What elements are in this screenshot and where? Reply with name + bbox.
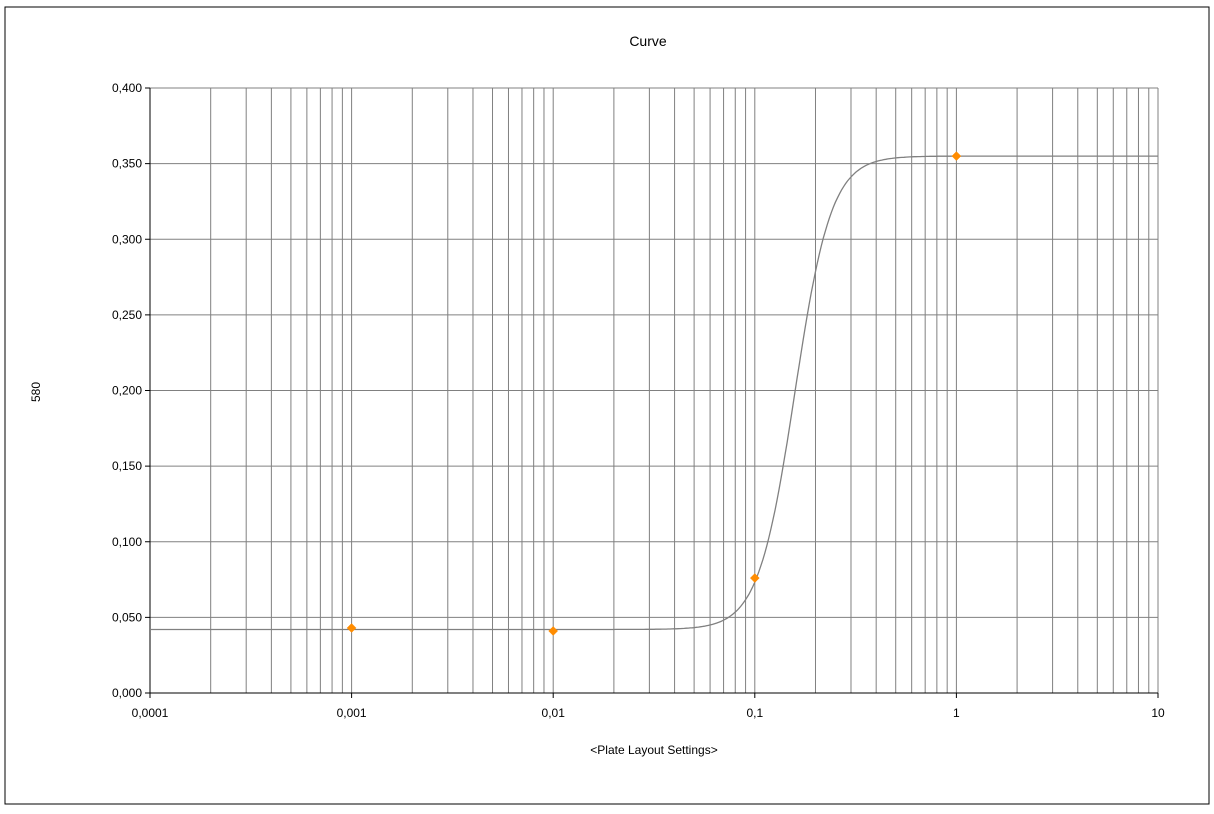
chart-title: Curve: [629, 33, 667, 49]
y-tick-label: 0,400: [112, 81, 142, 95]
x-tick-label: 1: [953, 706, 960, 720]
chart-border: [4, 6, 1210, 805]
x-tick-label: 0,1: [746, 706, 763, 720]
y-tick-label: 0,000: [112, 686, 142, 700]
fitted-curve-group: [150, 155, 1158, 631]
data-point-marker: [951, 151, 962, 161]
y-tick-label: 0,100: [112, 535, 142, 549]
y-axis-label: 580: [29, 382, 43, 402]
y-tick-label: 0,250: [112, 308, 142, 322]
data-point-marker: [548, 626, 559, 636]
y-tick-label: 0,350: [112, 157, 142, 171]
y-tick-label: 0,050: [112, 610, 142, 624]
data-points-group: [346, 151, 962, 636]
x-tick-label: 0,0001: [132, 706, 169, 720]
data-point-marker: [346, 623, 357, 633]
y-tick-label: 0,200: [112, 384, 142, 398]
x-tick-label: 0,001: [337, 706, 367, 720]
grid-lines: [150, 87, 1159, 693]
y-tick-label: 0,150: [112, 459, 142, 473]
y-tick-label: 0,300: [112, 232, 142, 246]
fitted-curve-line: [150, 155, 1158, 631]
x-axis-label: <Plate Layout Settings>: [590, 743, 717, 757]
data-point-marker: [749, 573, 760, 583]
x-tick-label: 0,01: [542, 706, 566, 720]
tick-labels: 0,000 0,050 0,100 0,150 0,200 0,250 0,300 0,350…: [112, 81, 1165, 720]
axes: [145, 87, 1159, 698]
x-tick-label: 10: [1151, 706, 1165, 720]
